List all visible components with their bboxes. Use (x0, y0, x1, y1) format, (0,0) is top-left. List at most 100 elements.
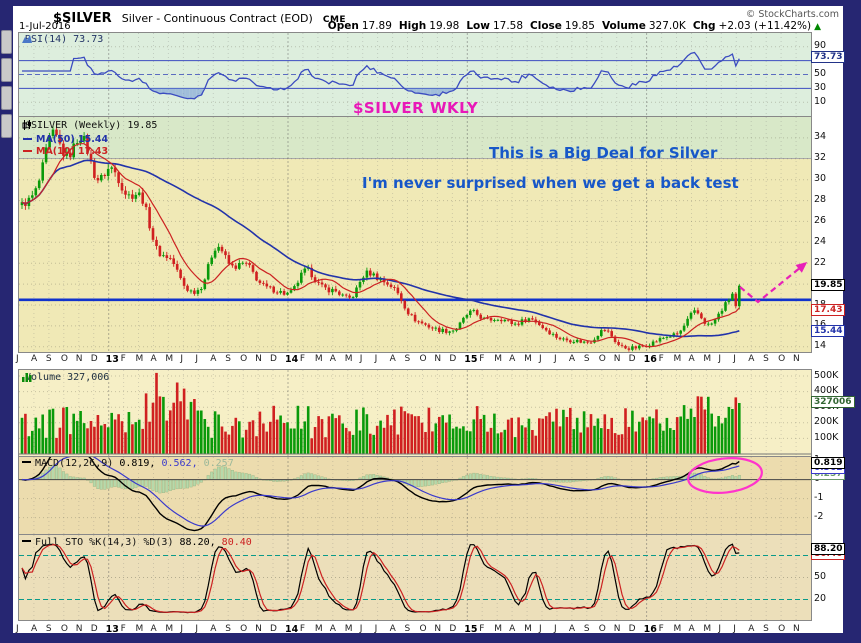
chart-canvas (19, 535, 811, 620)
month-label: S (45, 354, 52, 364)
month-label: O (240, 354, 248, 364)
chart-sheet: $SILVER Silver - Continuous Contract (EO… (13, 6, 855, 635)
exchange: CME (322, 15, 347, 25)
month-label: N (613, 354, 621, 364)
month-label: S (225, 354, 231, 364)
chart-title: $SILVER Silver - Continuous Contract (EO… (53, 7, 346, 26)
month-label: S (583, 354, 590, 364)
month-label: A (329, 354, 336, 364)
month-label: A (688, 624, 695, 634)
axis-tick-label: 500K (814, 369, 839, 381)
current-value-box: 17.43 (811, 303, 846, 316)
month-label: J (16, 354, 19, 364)
month-label: N (255, 354, 262, 364)
month-label: A (210, 354, 217, 364)
month-label: O (60, 354, 68, 364)
month-label: N (255, 624, 262, 634)
macd-swatch-icon (22, 461, 31, 463)
quote-value: 19.85 (564, 20, 595, 32)
sto-swatch-icon (22, 540, 31, 542)
month-label: M (494, 354, 502, 364)
current-value-box: 15.44 (811, 324, 846, 337)
month-label: F (658, 354, 664, 364)
month-label: J (16, 624, 19, 634)
axis-tick-label: 10 (814, 95, 827, 107)
ma10-swatch-icon (23, 149, 32, 152)
month-label: D (90, 354, 98, 364)
month-label: N (793, 624, 800, 634)
axis-tick-label: 32 (814, 152, 827, 164)
month-label: F (299, 624, 306, 634)
month-label: A (389, 624, 396, 634)
copyright: © StockCharts.com (745, 9, 839, 20)
month-label: M (524, 624, 532, 634)
month-label: M (314, 624, 323, 634)
month-label: J (553, 624, 557, 634)
chart-canvas (19, 33, 811, 116)
toolbar-button[interactable] (1, 86, 12, 110)
rsi-label: RSI(14) 73.73 (25, 34, 104, 45)
month-label: J (359, 624, 363, 634)
month-label: J (733, 624, 736, 634)
toolbar-button[interactable] (1, 114, 12, 138)
ma50-label-row: MA(50) 15.44 (23, 134, 108, 145)
month-label: F (658, 624, 664, 634)
ma10-label-row: MA(10) 17.43 (23, 146, 108, 157)
current-value-box: 0.819 (811, 457, 846, 470)
chart-canvas (19, 457, 811, 534)
month-label: S (45, 624, 52, 634)
annotation-big-deal: This is a Big Deal for Silver (489, 144, 718, 162)
month-label: N (75, 624, 83, 634)
chart-date: 1-Jul-2016 (19, 21, 71, 32)
macd-panel: MACD(12,26,9) 0.819, 0.562, 0.257 (18, 456, 812, 535)
month-label: S (404, 354, 411, 364)
axis-tick-label: 28 (814, 194, 827, 206)
month-label: D (270, 354, 277, 364)
ma10-label: MA(10) 17.43 (36, 146, 109, 157)
month-label: N (434, 354, 442, 364)
upper-zone (19, 117, 811, 159)
quote-label: Close (530, 20, 562, 32)
annotation-back-test: I'm never surprised when we get a back t… (362, 174, 739, 192)
quote-value: 19.98 (429, 20, 460, 32)
axis-tick-label: 20 (814, 592, 827, 604)
year-label: 13 (105, 624, 119, 635)
year-label: 16 (643, 354, 657, 365)
year-label: 16 (643, 624, 657, 635)
month-label: S (225, 624, 231, 634)
ma50-label: MA(50) 15.44 (36, 134, 109, 145)
current-value-box: 73.73 (811, 51, 846, 64)
rsi-label-row: RSI(14) 73.73 (22, 34, 103, 45)
axis-tick-label: 30 (814, 173, 827, 185)
volume-label-row: Volume 327,006 (22, 372, 109, 383)
month-label: M (314, 354, 323, 364)
month-label: M (524, 354, 532, 364)
month-label: M (703, 624, 712, 634)
month-label: M (165, 624, 174, 634)
month-label: J (374, 624, 378, 634)
toolbar-button[interactable] (1, 58, 12, 82)
axis-tick-label: 24 (814, 235, 827, 247)
month-label: S (763, 624, 769, 634)
quote-value: 327.0K (648, 20, 686, 32)
month-label: M (344, 624, 353, 634)
quote-bar: Open 17.89 High 19.98 Low 17.58 Close 19.85 Volu… (321, 20, 821, 32)
month-label: O (419, 624, 427, 634)
month-label: M (344, 354, 353, 364)
toolbar-button[interactable] (1, 30, 12, 54)
symbol: $SILVER (53, 11, 112, 26)
month-label: O (598, 624, 606, 634)
year-label: 13 (105, 354, 119, 365)
change-up-icon: ▲ (814, 22, 821, 32)
volume-panel: Volume 327,006 (18, 369, 812, 457)
month-label: A (748, 354, 755, 364)
axis-tick-label: 100K (814, 431, 839, 443)
month-label: O (240, 624, 248, 634)
month-label: N (434, 624, 442, 634)
quote-label: Volume (601, 20, 646, 32)
price-panel: $SILVER (Weekly) 19.85 MA(50) 15.44 MA(1… (18, 116, 812, 353)
month-label: D (449, 354, 457, 364)
sto-label: Full STO %K(14,3) %D(3) (35, 537, 174, 548)
axis-tick-label: -2 (814, 511, 824, 523)
